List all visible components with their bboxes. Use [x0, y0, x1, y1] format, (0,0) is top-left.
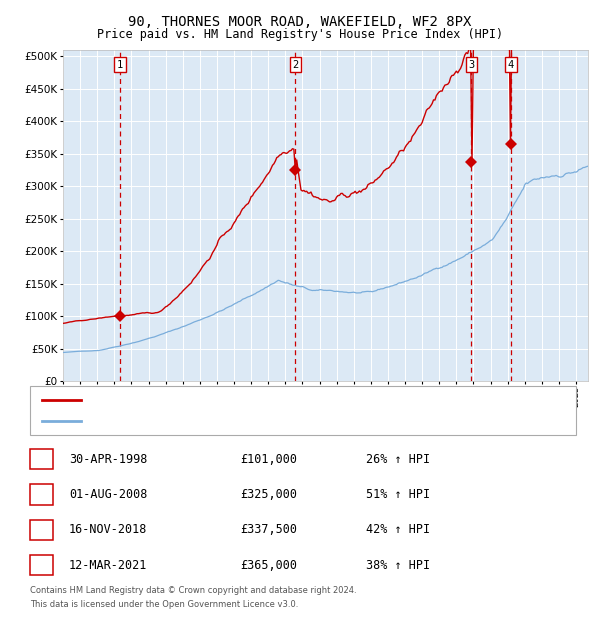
Text: £101,000: £101,000	[240, 453, 297, 466]
Text: 26% ↑ HPI: 26% ↑ HPI	[366, 453, 430, 466]
Text: Price paid vs. HM Land Registry's House Price Index (HPI): Price paid vs. HM Land Registry's House …	[97, 28, 503, 41]
Text: £365,000: £365,000	[240, 559, 297, 572]
Text: Contains HM Land Registry data © Crown copyright and database right 2024.: Contains HM Land Registry data © Crown c…	[30, 586, 356, 595]
Text: 2: 2	[292, 60, 298, 69]
Text: 38% ↑ HPI: 38% ↑ HPI	[366, 559, 430, 572]
Text: 01-AUG-2008: 01-AUG-2008	[69, 488, 148, 501]
Text: 3: 3	[468, 60, 475, 69]
Text: 2: 2	[38, 488, 45, 501]
Text: 30-APR-1998: 30-APR-1998	[69, 453, 148, 466]
Text: 51% ↑ HPI: 51% ↑ HPI	[366, 488, 430, 501]
Text: £337,500: £337,500	[240, 523, 297, 536]
Text: 90, THORNES MOOR ROAD, WAKEFIELD, WF2 8PX: 90, THORNES MOOR ROAD, WAKEFIELD, WF2 8P…	[128, 16, 472, 30]
Text: 12-MAR-2021: 12-MAR-2021	[69, 559, 148, 572]
Text: HPI: Average price, detached house, Wakefield: HPI: Average price, detached house, Wake…	[87, 417, 352, 427]
Text: 4: 4	[508, 60, 514, 69]
Text: 42% ↑ HPI: 42% ↑ HPI	[366, 523, 430, 536]
Text: 1: 1	[117, 60, 123, 69]
Text: 16-NOV-2018: 16-NOV-2018	[69, 523, 148, 536]
Text: £325,000: £325,000	[240, 488, 297, 501]
Text: This data is licensed under the Open Government Licence v3.0.: This data is licensed under the Open Gov…	[30, 600, 298, 609]
Text: 90, THORNES MOOR ROAD, WAKEFIELD, WF2 8PX (detached house): 90, THORNES MOOR ROAD, WAKEFIELD, WF2 8P…	[87, 394, 428, 404]
Text: 3: 3	[38, 523, 45, 536]
Text: 1: 1	[38, 453, 45, 466]
Text: 4: 4	[38, 559, 45, 572]
